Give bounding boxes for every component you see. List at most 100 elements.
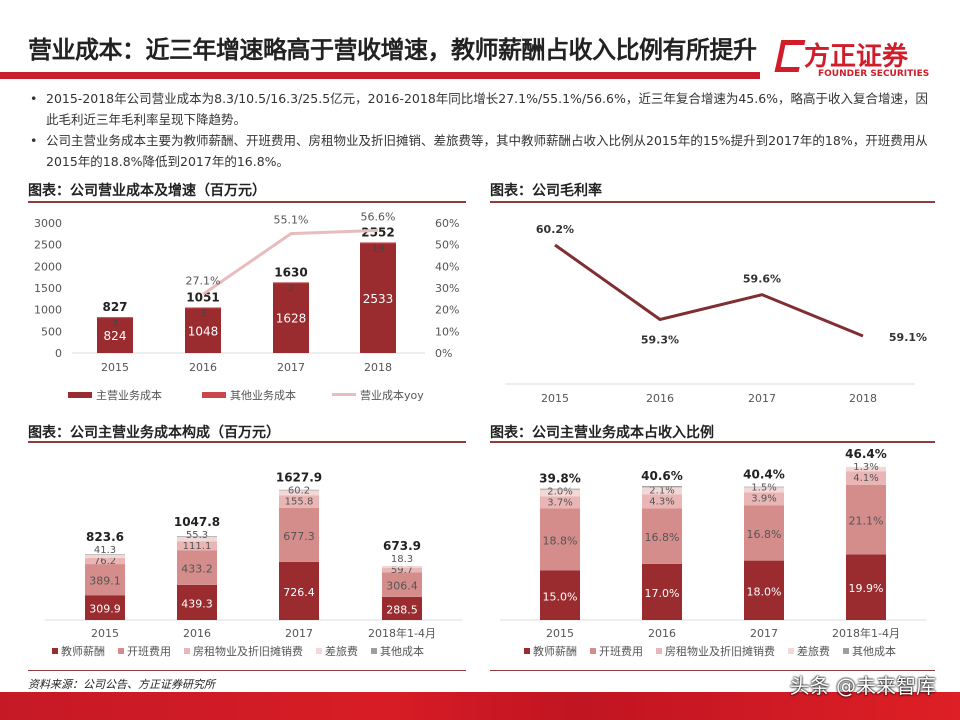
segment-label: 306.4 (386, 580, 418, 593)
legend-swatch (332, 393, 356, 396)
data-label: 59.3% (641, 333, 679, 346)
bar-segment (279, 490, 319, 496)
total-label: 827 (102, 300, 127, 314)
yoy-label: 27.1% (186, 274, 221, 287)
x-tick-label: 2017 (750, 627, 778, 640)
bar-main-cost (97, 317, 133, 353)
x-tick-label: 2018 (849, 392, 877, 405)
bar-label: 1628 (276, 312, 307, 326)
segment-label: 3.9% (751, 494, 776, 505)
data-label: 59.6% (743, 273, 781, 286)
logo-subtext: FOUNDER SECURITIES (818, 69, 930, 79)
legend-swatch (788, 648, 794, 654)
y-tick-label: 2500 (34, 239, 62, 252)
bar-segment (85, 554, 125, 558)
bar-label-other: 3 (200, 309, 206, 320)
bar-segment (642, 486, 682, 488)
y-tick-label: 0 (55, 347, 62, 360)
legend-swatch (184, 648, 190, 654)
yoy-label: 55.1% (274, 214, 309, 227)
x-tick-label: 2015 (91, 627, 119, 640)
legend-label: 教师薪酬 (533, 645, 577, 658)
bar-other-cost (185, 307, 221, 309)
segment-label: 41.3 (94, 545, 116, 556)
bar-segment (85, 554, 125, 555)
segment-label: 439.3 (181, 597, 213, 610)
x-tick-label: 2015 (546, 627, 574, 640)
chart3-title: 图表：公司主营业务成本构成（百万元） (28, 425, 280, 441)
segment-label: 18.8% (543, 534, 578, 547)
page-title: 营业成本：近三年增速略高于营收增速，教师薪酬占收入比例有所提升 (28, 36, 757, 64)
bar-segment (279, 489, 319, 491)
segment-label: 2.1% (649, 485, 674, 496)
segment-label: 4.1% (853, 473, 878, 484)
x-tick-label: 2016 (646, 392, 674, 405)
data-label: 59.1% (889, 331, 927, 344)
bar-label: 2533 (363, 292, 394, 306)
bar-main-cost (273, 282, 309, 353)
total-label: 2552 (361, 225, 394, 239)
bar-other-cost (360, 242, 396, 244)
legend-label: 主营业务成本 (96, 388, 162, 402)
bar-segment (846, 471, 886, 485)
bar-segment (744, 487, 784, 493)
total-label: 1047.8 (174, 515, 220, 529)
source-note: 资料来源：公司公告、方正证券研究所 (28, 678, 215, 691)
segment-label: 288.5 (386, 603, 418, 616)
legend-label: 营业成本yoy (360, 388, 424, 402)
bullet-item: 公司主营业务成本主要为教师薪酬、开班费用、房租物业及折旧摊销、差旅费等，其中教师… (30, 130, 940, 172)
total-label: 39.8% (539, 471, 581, 485)
segment-label: 15.0% (543, 590, 578, 603)
bar-segment (85, 557, 125, 565)
segment-label: 111.1 (183, 541, 212, 552)
bar-segment (846, 466, 886, 472)
legend-label: 房租物业及折旧摊销费 (665, 644, 775, 658)
x-tick-label: 2015 (101, 361, 129, 374)
bar-segment (642, 563, 682, 620)
yoy-label: 56.6% (361, 210, 396, 223)
bar-segment (540, 488, 580, 490)
segment-label: 59.7 (391, 565, 413, 576)
bar-segment (744, 492, 784, 506)
bar-segment (846, 484, 886, 555)
bar-segment (540, 496, 580, 509)
segment-label: 16.8% (747, 528, 782, 541)
bar-segment (642, 487, 682, 495)
legend-swatch (371, 648, 377, 654)
bar-label-other: 19 (372, 244, 385, 255)
bar-segment (382, 572, 422, 597)
y-tick-label: 3000 (34, 217, 62, 230)
bar-segment (642, 508, 682, 564)
segment-label: 18.0% (747, 585, 782, 598)
total-label: 1627.9 (276, 470, 322, 484)
segment-label: 18.3 (391, 554, 413, 565)
bar-segment (540, 489, 580, 497)
bar-other-cost (97, 317, 133, 319)
bar-segment (177, 536, 217, 542)
segment-label: 155.8 (285, 496, 314, 507)
margin-line (554, 243, 864, 338)
legend-swatch (68, 392, 92, 398)
bar-segment (382, 566, 422, 568)
legend-label: 其他成本 (852, 644, 896, 658)
chart4-bottom-line (490, 670, 935, 671)
bar-segment (177, 536, 217, 537)
segment-label: 3.7% (547, 497, 572, 508)
segment-label: 17.0% (645, 587, 680, 600)
bar-segment (177, 550, 217, 585)
legend-label: 差旅费 (797, 644, 830, 658)
segment-label: 677.3 (283, 530, 315, 543)
chart4-title-underline (490, 441, 935, 443)
legend-label: 房租物业及折旧摊销费 (193, 644, 303, 658)
total-label: 823.6 (86, 530, 124, 544)
bar-segment (177, 584, 217, 620)
segment-label: 309.9 (89, 603, 121, 616)
x-tick-label: 2016 (648, 627, 676, 640)
founder-securities-logo: 方正证券 FOUNDER SECURITIES (774, 36, 948, 82)
legend-swatch (316, 648, 322, 654)
chart2-title: 图表：公司毛利率 (490, 183, 602, 199)
segment-label: 55.3 (186, 530, 208, 541)
segment-label: 76.2 (94, 556, 116, 567)
chart1-title-underline (28, 201, 466, 203)
y2-tick-label: 20% (435, 304, 459, 317)
